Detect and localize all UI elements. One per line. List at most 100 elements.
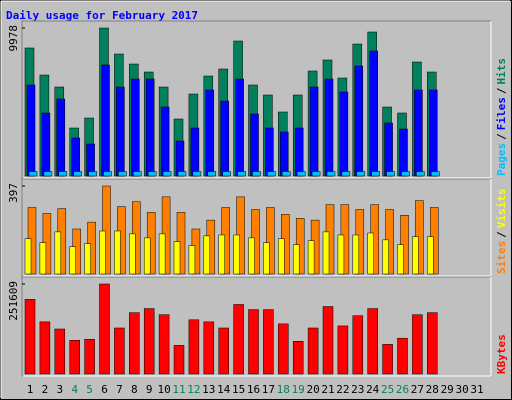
bar: [133, 171, 142, 177]
bar: [248, 237, 255, 275]
bar: [218, 327, 229, 375]
bar: [162, 171, 172, 177]
bar: [143, 308, 155, 375]
bar: [416, 171, 425, 177]
bar: [102, 185, 111, 275]
bar: [41, 112, 51, 177]
bar: [237, 171, 246, 177]
bar: [399, 128, 408, 177]
bar: [397, 244, 404, 275]
bar: [73, 171, 82, 177]
bar: [86, 143, 95, 177]
bar: [235, 78, 244, 177]
y-tick-label: 251609: [7, 281, 20, 321]
x-tick-label: 22: [336, 383, 349, 396]
bar: [26, 84, 36, 177]
bar: [28, 171, 38, 177]
x-tick-label: 13: [202, 383, 215, 396]
bar: [101, 64, 110, 177]
bar: [158, 314, 170, 375]
bar: [384, 122, 393, 177]
legend-entry: KBytes: [495, 334, 508, 374]
bar: [382, 239, 389, 275]
bar: [99, 230, 106, 275]
legend-entry: Visits: [495, 189, 508, 229]
x-tick-label: 8: [131, 383, 138, 396]
bar: [296, 171, 306, 177]
bar: [429, 89, 438, 177]
x-tick-label: 1: [27, 383, 34, 396]
bar: [307, 240, 315, 275]
bar: [352, 234, 360, 275]
legend-separator: /: [495, 133, 508, 140]
bar: [43, 171, 53, 177]
bar: [129, 312, 140, 375]
bar: [427, 312, 438, 375]
x-tick-label: 7: [116, 383, 123, 396]
bar: [203, 321, 215, 375]
bar: [337, 325, 349, 375]
bar: [431, 171, 440, 177]
bar: [84, 338, 95, 375]
bar: [397, 337, 408, 375]
x-tick-label: 10: [157, 383, 170, 396]
bar: [382, 344, 393, 375]
bar: [307, 327, 319, 375]
y-tick-label: 397: [7, 183, 20, 203]
bar: [280, 131, 289, 177]
bar: [69, 340, 80, 375]
bar: [99, 283, 110, 375]
bar: [129, 233, 136, 275]
bar: [278, 323, 289, 375]
bar: [292, 244, 300, 275]
bar: [233, 304, 244, 375]
chart-title: Daily usage for February 2017: [6, 9, 198, 22]
bar: [175, 140, 185, 177]
bar: [356, 171, 366, 177]
bar: [71, 137, 80, 177]
bar: [263, 242, 270, 275]
bar: [367, 232, 374, 275]
x-tick-label: 4: [71, 383, 78, 396]
bar: [322, 231, 330, 275]
bar: [311, 171, 321, 177]
x-tick-label: 20: [306, 383, 319, 396]
x-tick-label: 24: [366, 383, 380, 396]
bar: [160, 106, 170, 177]
bar: [177, 171, 187, 177]
x-tick-label: 5: [86, 383, 93, 396]
x-tick-label: 31: [470, 383, 483, 396]
bar: [188, 245, 196, 275]
bar: [188, 319, 200, 375]
legend-entry: Sites: [495, 241, 508, 274]
x-tick-label: 30: [455, 383, 468, 396]
bar: [367, 308, 378, 375]
bar: [114, 230, 121, 275]
bar: [265, 127, 274, 177]
bar: [131, 78, 140, 177]
bar: [322, 306, 334, 375]
bar: [58, 171, 68, 177]
bar: [218, 234, 225, 275]
bar: [341, 171, 351, 177]
bar: [24, 238, 32, 275]
bar: [56, 98, 66, 177]
x-tick-label: 27: [411, 383, 424, 396]
bar: [427, 236, 434, 275]
x-tick-label: 15: [232, 383, 245, 396]
x-tick-label: 12: [187, 383, 200, 396]
x-tick-label: 2: [42, 383, 49, 396]
x-tick-label: 16: [247, 383, 260, 396]
x-tick-label: 3: [56, 383, 63, 396]
bar: [173, 241, 181, 275]
bar: [118, 171, 127, 177]
legend-entry: Pages: [495, 143, 508, 176]
bar: [116, 86, 125, 177]
bar: [158, 233, 166, 275]
x-tick-label: 6: [101, 383, 108, 396]
bar: [278, 238, 285, 275]
bar: [54, 231, 62, 275]
legend-separator: /: [495, 87, 508, 94]
legend-separator: /: [495, 231, 508, 238]
bar: [207, 171, 217, 177]
